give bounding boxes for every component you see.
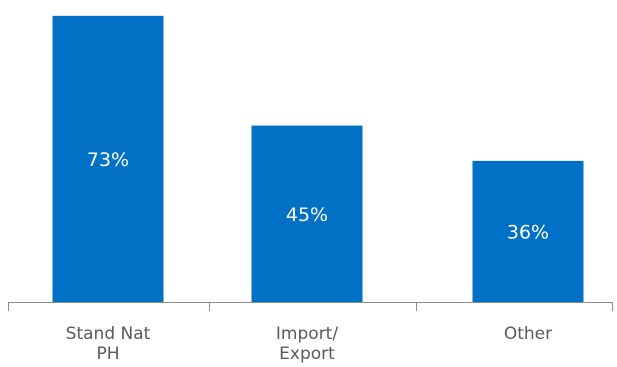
bar-2 <box>251 125 363 302</box>
bar-3 <box>472 160 584 302</box>
labels-layer: 73% 45% 36% Stand Nat PH Import/Export Other <box>66 149 552 364</box>
bar-1 <box>52 15 164 303</box>
bar-value-label-3: 36% <box>507 221 549 243</box>
category-label-1: Stand Nat PH <box>66 324 151 364</box>
bars-layer <box>52 15 584 303</box>
bar-value-label-1: 73% <box>87 149 129 171</box>
category-label-2: Import/Export <box>276 324 338 364</box>
bar-value-label-2: 45% <box>286 204 328 226</box>
category-label-3: Other <box>504 324 552 344</box>
x-axis <box>8 302 613 311</box>
